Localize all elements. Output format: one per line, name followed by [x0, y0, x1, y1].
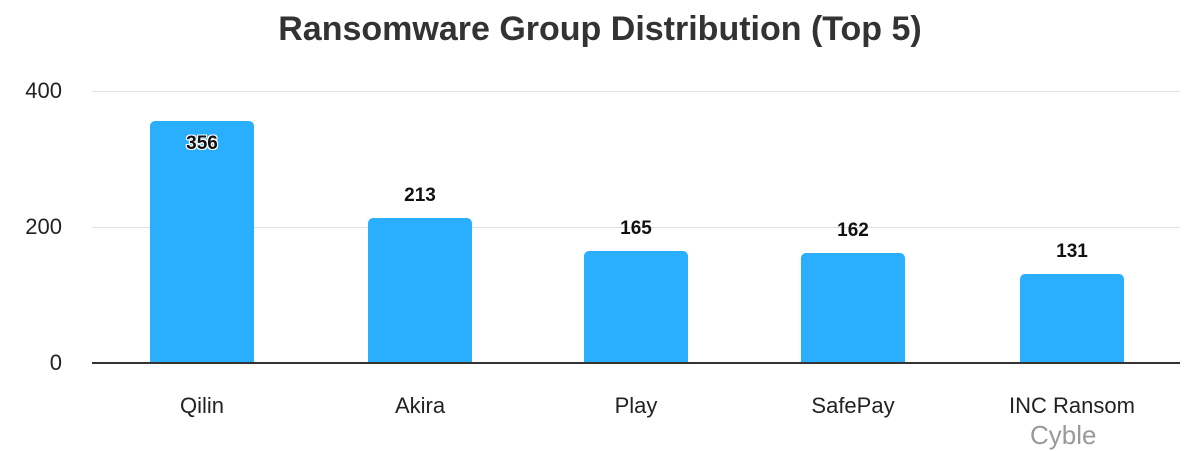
- x-label-akira: Akira: [394, 393, 446, 418]
- value-label: 356: [186, 133, 218, 154]
- y-tick-200: 200: [25, 214, 62, 239]
- x-label-inc-ransom: INC Ransom: [1009, 393, 1135, 418]
- x-label-safepay: SafePay: [811, 393, 895, 418]
- x-label-qilin: Qilin: [179, 393, 224, 418]
- value-label: 131: [1056, 241, 1088, 262]
- value-label: 165: [620, 218, 652, 239]
- bar-play: [584, 251, 688, 363]
- gridline-400: [92, 91, 1180, 92]
- x-axis-line: [92, 362, 1180, 364]
- chart-title: Ransomware Group Distribution (Top 5): [278, 10, 922, 48]
- bar-safepay: [801, 253, 905, 363]
- bar-qilin: [150, 121, 254, 363]
- y-tick-400: 400: [25, 78, 62, 103]
- watermark: Cyble: [1030, 420, 1097, 450]
- gridline-200: [92, 227, 1180, 228]
- bar-akira: [368, 218, 472, 363]
- bar-inc-ransom: [1020, 274, 1124, 363]
- y-tick-0: 0: [49, 350, 62, 375]
- value-label: 162: [837, 220, 869, 241]
- value-label: 213: [404, 185, 436, 206]
- x-label-play: Play: [614, 393, 658, 418]
